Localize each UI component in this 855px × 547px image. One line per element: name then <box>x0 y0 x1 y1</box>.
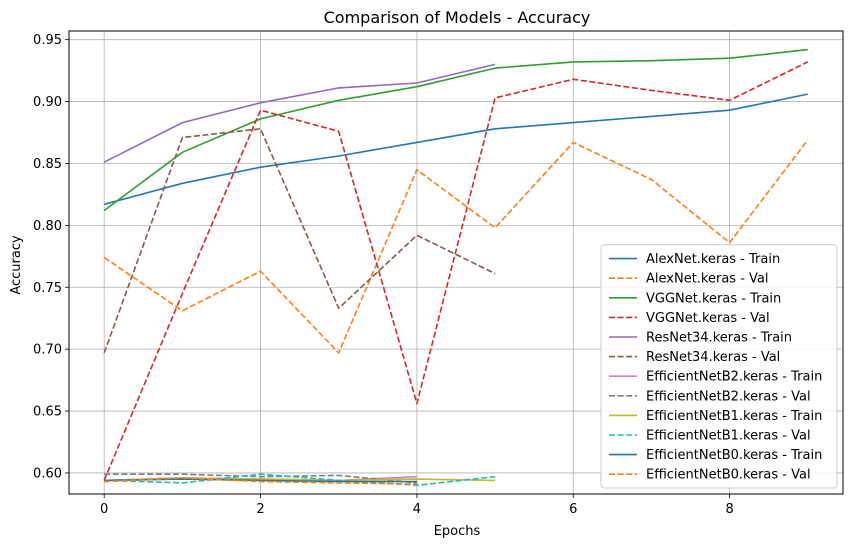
x-tick-label: 6 <box>569 502 577 517</box>
legend-label: EfficientNetB0.keras - Train <box>646 448 822 463</box>
series-line-1 <box>103 139 809 354</box>
series-line-5 <box>103 128 496 354</box>
y-axis-title: Accuracy <box>9 235 24 295</box>
y-tick-label: 0.80 <box>33 219 62 234</box>
y-tick-label: 0.70 <box>33 343 62 358</box>
y-tick-label: 0.60 <box>33 466 62 481</box>
legend: AlexNet.keras - Train AlexNet.keras - Val… <box>600 244 838 489</box>
series-line-0 <box>103 93 808 206</box>
y-tick-label: 0.95 <box>33 33 62 48</box>
x-tick-label: 0 <box>100 502 108 517</box>
legend-label: EfficientNetB1.keras - Val <box>646 429 811 444</box>
legend-label: AlexNet.keras - Val <box>646 272 768 287</box>
legend-label: AlexNet.keras - Train <box>646 252 780 267</box>
x-axis-title: Epochs <box>434 524 481 539</box>
series-line-9 <box>104 473 496 487</box>
chart-title: Comparison of Models - Accuracy <box>324 8 591 27</box>
series-line-7 <box>104 473 417 484</box>
series-line-11 <box>104 477 417 485</box>
y-tick-label: 0.65 <box>33 405 62 420</box>
x-tick-label: 8 <box>725 502 733 517</box>
legend-label: EfficientNetB1.keras - Train <box>646 409 822 424</box>
y-tick-label: 0.75 <box>33 281 62 296</box>
legend-label: EfficientNetB0.keras - Val <box>646 468 811 483</box>
legend-label: VGGNet.keras - Train <box>646 291 781 306</box>
x-tick-label: 4 <box>413 502 421 517</box>
legend-label: EfficientNetB2.keras - Train <box>646 370 822 385</box>
plot-frame <box>68 30 844 495</box>
series-line-4 <box>103 63 496 163</box>
legend-label: VGGNet.keras - Val <box>646 311 770 326</box>
x-tick-label: 2 <box>256 502 264 517</box>
legend-box <box>600 244 838 489</box>
y-axis-ticks: 0.60 0.65 0.70 0.75 0.80 0.85 0.90 0.95 <box>33 33 69 481</box>
x-axis-ticks: 0 2 4 6 8 <box>100 494 734 517</box>
series-line-2 <box>103 48 808 212</box>
series-lines <box>103 48 809 487</box>
y-tick-label: 0.90 <box>33 95 62 110</box>
legend-label: EfficientNetB2.keras - Val <box>646 389 811 404</box>
series-line-3 <box>103 61 809 481</box>
legend-label: ResNet34.keras - Train <box>646 331 792 346</box>
legend-label: ResNet34.keras - Val <box>646 350 780 365</box>
y-tick-label: 0.85 <box>33 157 62 172</box>
